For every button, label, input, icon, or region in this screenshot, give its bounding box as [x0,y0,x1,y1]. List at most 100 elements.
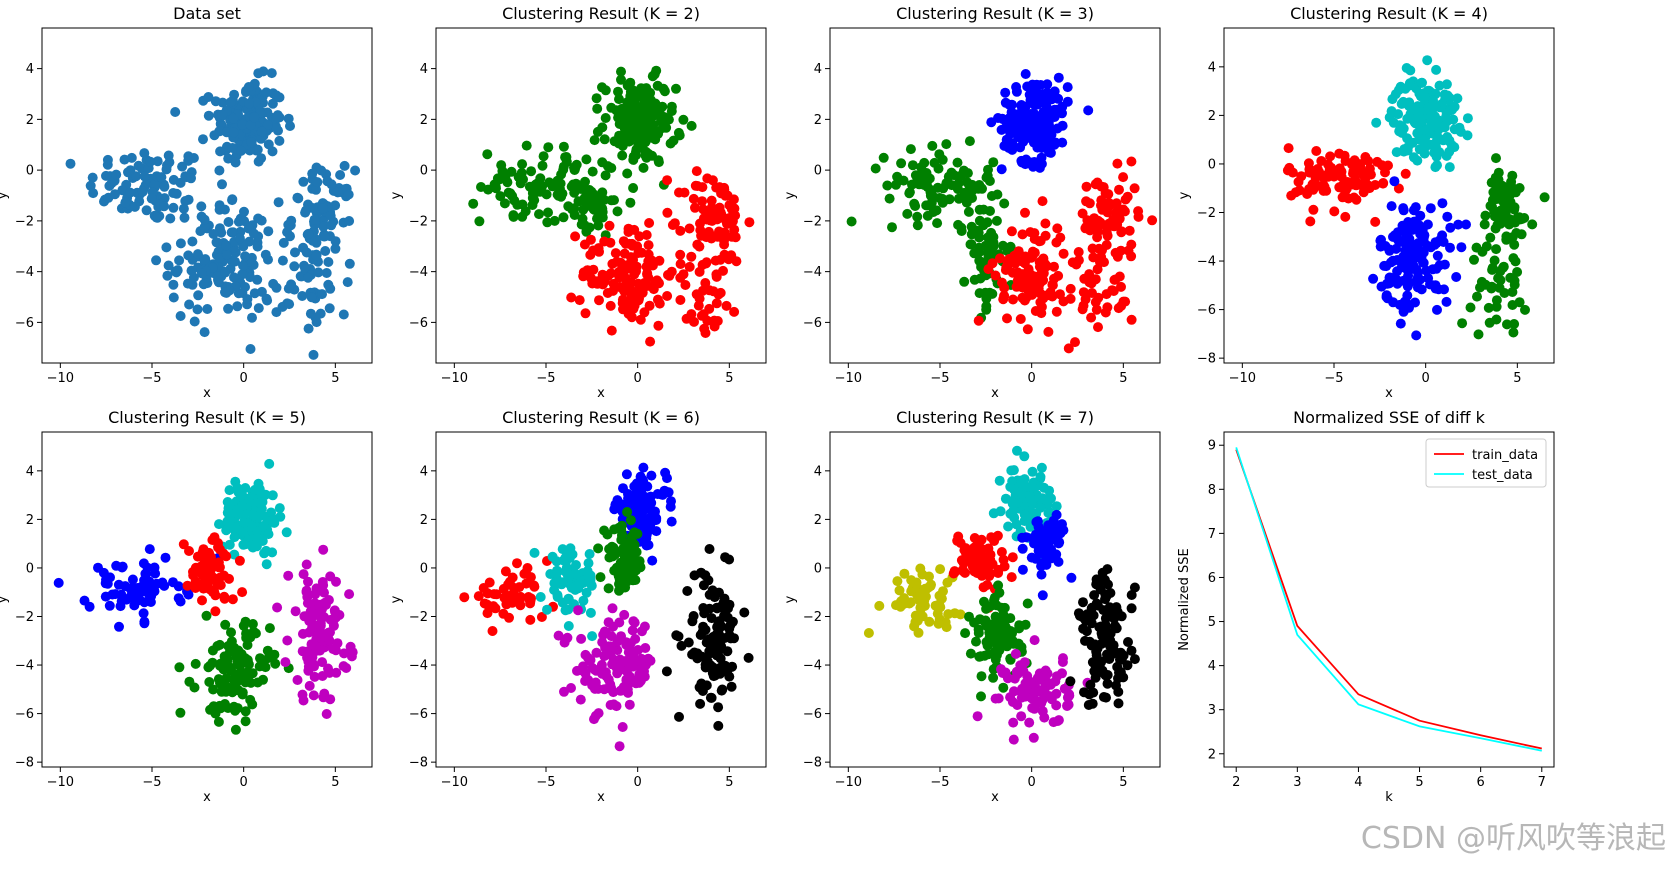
scatter-point [1102,678,1113,689]
scatter-point [973,315,984,326]
scatter-point [100,591,111,602]
scatter-point [1037,196,1048,207]
scatter-point [665,501,676,512]
scatter-point [556,577,567,588]
scatter-point [1442,116,1452,127]
scatter-point [1063,343,1074,354]
scatter-point [1438,237,1449,247]
scatter-point [117,562,128,573]
scatter-point [248,228,259,239]
scatter-point [643,240,654,251]
scatter-point [626,312,637,323]
x-tick-label: 5 [725,775,733,790]
scatter-point [1323,159,1334,170]
scatter-point [134,196,145,207]
plot-area [863,445,1140,745]
scatter-point [1083,217,1094,228]
scatter-point [1043,508,1054,518]
scatter-point [156,172,167,183]
scatter-point [498,608,509,619]
scatter-point [1040,218,1051,229]
scatter-point [347,647,358,658]
scatter-point [708,671,719,682]
scatter-point [1112,219,1123,230]
scatter-point [221,127,232,138]
scatter-point [543,207,553,218]
scatter-point [227,195,238,206]
scatter-point [1487,264,1498,275]
scatter-point [941,139,952,150]
scatter-point [1491,244,1502,255]
scatter-point [1444,146,1455,157]
scatter-point [605,237,616,248]
scatter-point [219,204,230,215]
scatter-point [700,328,711,338]
chart-panel-8: Normalized SSE of diff k train_data test_d… [1177,408,1555,805]
scatter-point [976,691,986,702]
scatter-point [1129,582,1140,593]
y-tick-label: −4 [803,659,822,674]
scatter-point [1101,692,1111,703]
scatter-point [197,595,207,606]
scatter-point [934,193,945,203]
scatter-point [266,507,277,518]
x-tick-label: −5 [142,371,161,386]
scatter-point [1017,532,1028,543]
scatter-point [261,559,272,570]
axes-frame [1223,27,1555,364]
scatter-point [230,157,241,168]
scatter-point [293,193,304,204]
scatter-point [221,240,231,251]
scatter-point [571,560,581,570]
scatter-point [994,475,1005,486]
scatter-point [663,487,674,498]
scatter-point [102,154,113,165]
scatter-point [656,489,667,500]
scatter-point [199,327,210,338]
scatter-point [202,304,213,314]
scatter-point [1439,89,1450,100]
scatter-point [689,570,700,581]
scatter-point [641,230,652,240]
scatter-point [240,251,251,262]
scatter-point [575,577,586,587]
scatter-point [652,80,663,91]
scatter-point [938,183,949,194]
scatter-point [615,557,626,568]
scatter-point [728,194,739,205]
scatter-point [628,151,639,162]
scatter-point [711,298,722,309]
scatter-point [1305,216,1316,227]
scatter-point [910,610,921,621]
x-tick-label: 5 [725,371,733,386]
axes-frame [1223,431,1555,768]
scatter-point [618,483,628,494]
scatter-point [619,286,630,297]
scatter-point [605,641,616,652]
scatter-point [972,711,983,722]
scatter-point [308,659,319,669]
scatter-point [500,171,511,182]
scatter-point [617,722,628,732]
scatter-point [339,648,349,659]
scatter-point [927,140,938,151]
scatter-point [1505,189,1516,200]
scatter-point [339,160,350,171]
scatter-point [619,664,630,675]
scatter-point [1406,254,1417,265]
scatter-point [1429,140,1440,151]
scatter-point [227,594,238,605]
scatter-point [1032,124,1043,135]
scatter-point [320,246,331,256]
scatter-point [1484,317,1495,328]
x-tick-label: 0 [240,775,248,790]
scatter-point [999,140,1010,151]
scatter-point [175,707,186,718]
scatter-point [1044,493,1055,504]
chart-panel-6: Clustering Result (K = 6) −10 −5 0 5 −8 −6 −4 −2… [389,408,767,805]
scatter-point [1453,219,1464,230]
scatter-point [500,566,511,577]
scatter-point [969,248,980,259]
scatter-point [127,574,138,585]
scatter-point [1400,83,1411,94]
